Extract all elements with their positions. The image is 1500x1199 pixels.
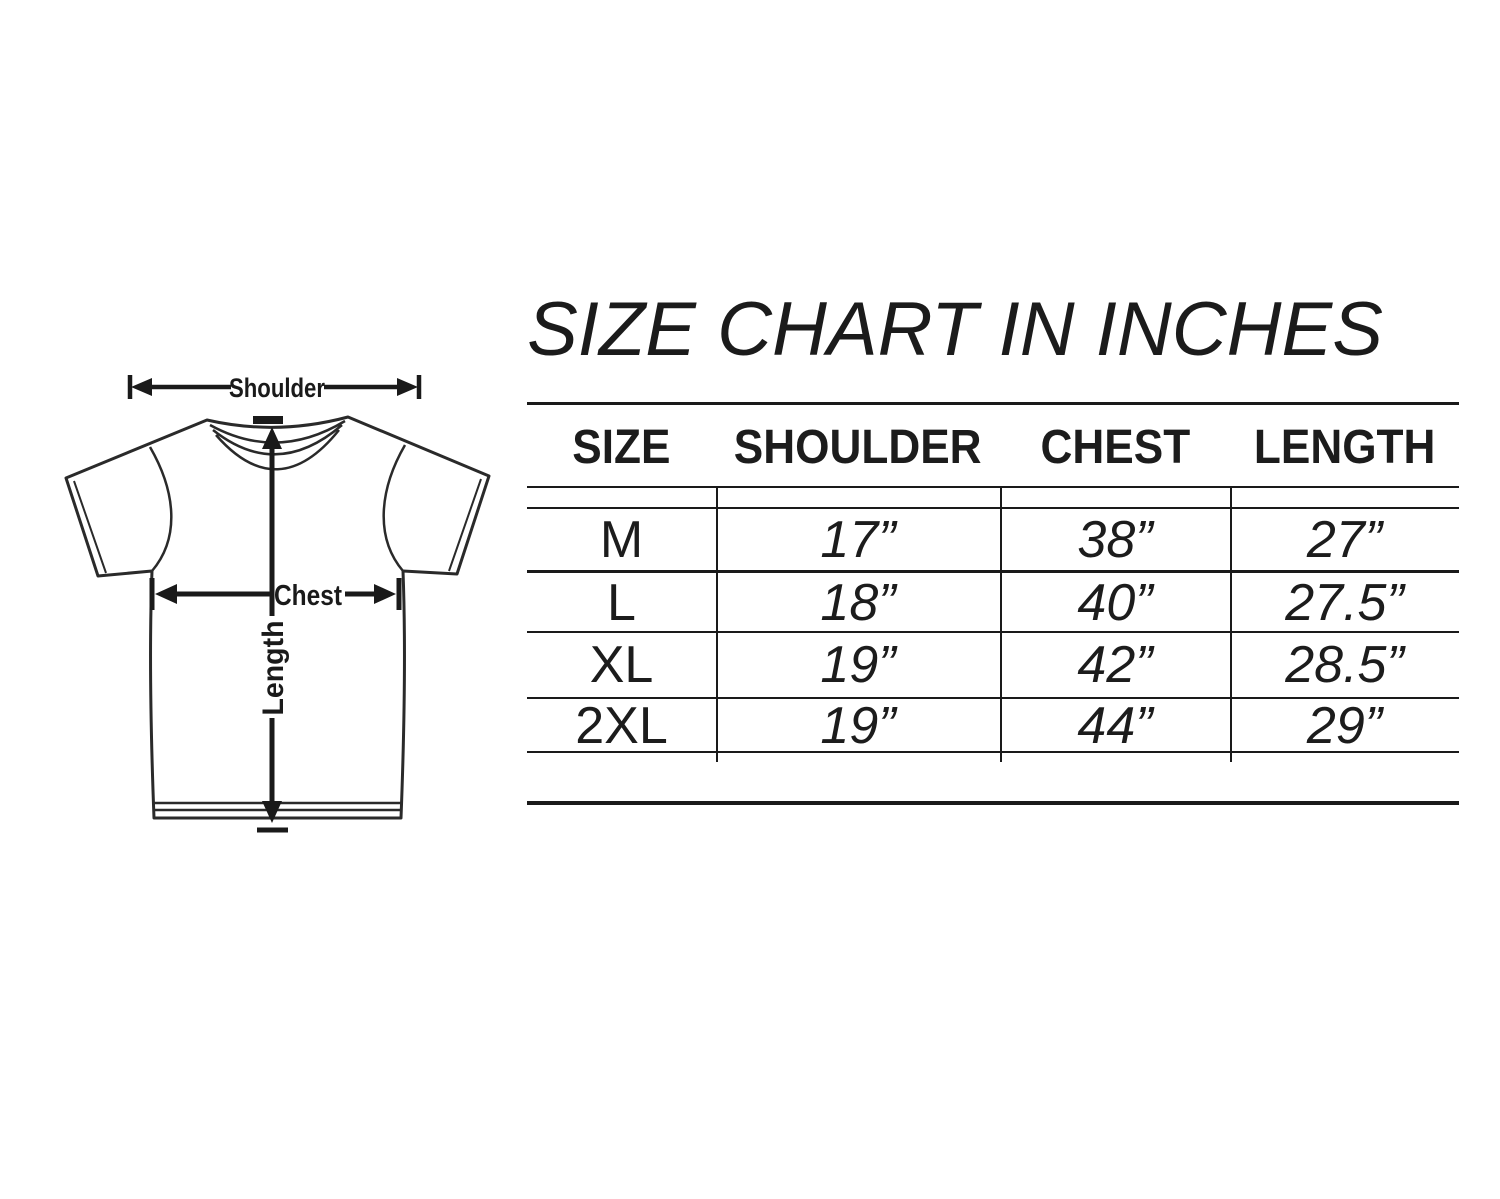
length-arrow [257,427,288,833]
chest-cell: 38” [1077,510,1153,569]
header-shoulder: SHOULDER [734,420,982,474]
table-row-l: L 18” 40” 27.5” [527,573,1459,632]
length-cell: 28.5” [1285,636,1404,694]
table-row-2xl: 2XL 19” 44” 29” [527,697,1459,755]
table-top-rule [527,402,1459,405]
size-cell: L [607,573,636,632]
shoulder-cell: 18” [820,573,896,632]
rule [527,697,1459,699]
chest-cell: 44” [1077,696,1153,755]
column-divider [1000,487,1002,762]
length-cell: 27” [1306,510,1383,569]
armhole-seams [148,444,407,572]
table-header-row: SIZE SHOULDER CHEST LENGTH [527,408,1459,486]
table-row-xl: XL 19” 42” 28.5” [527,634,1459,696]
chest-label: Chest [274,580,342,612]
header-length: LENGTH [1253,420,1436,474]
rule [527,751,1459,753]
length-cell: 29” [1306,696,1383,755]
neck-tab [253,416,283,424]
size-cell: XL [589,636,654,694]
shoulder-arrow [127,375,422,399]
rule [527,570,1459,573]
table-row-m: M 17” 38” 27” [527,509,1459,570]
shoulder-cell: 19” [820,696,896,755]
rule [527,631,1459,633]
header-underline [527,486,1459,488]
shoulder-cell: 19” [820,636,896,694]
size-cell: M [599,510,644,569]
tshirt-outline [64,415,491,820]
size-cell: 2XL [575,696,668,755]
length-label: Length [257,621,290,716]
column-divider [716,487,718,762]
header-chest: CHEST [1040,420,1190,474]
column-divider [1230,487,1232,762]
chest-arrow [149,578,402,610]
length-cell: 27.5” [1285,573,1404,632]
shoulder-label: Shoulder [229,373,325,403]
shoulder-cell: 17” [820,510,896,569]
page-title: SIZE CHART IN INCHES [527,287,1383,372]
chest-cell: 42” [1077,636,1153,694]
table-bottom-rule [527,801,1459,805]
header-size: SIZE [572,420,671,474]
rule [527,507,1459,509]
cuff-lines [73,478,482,574]
chest-cell: 40” [1077,573,1153,632]
